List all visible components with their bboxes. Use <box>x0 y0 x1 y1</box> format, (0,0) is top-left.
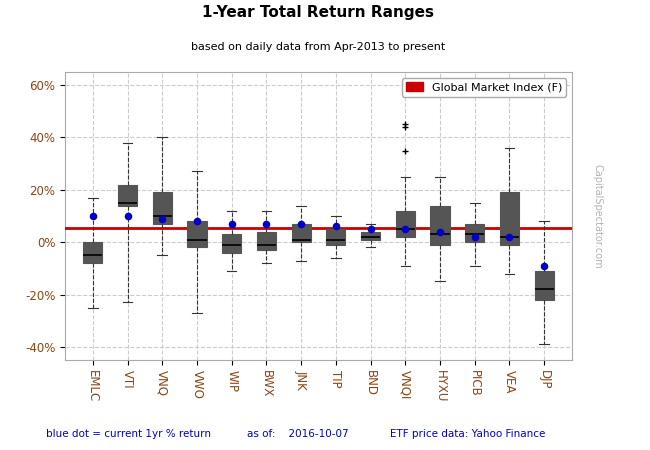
PathPatch shape <box>430 206 450 245</box>
PathPatch shape <box>326 229 345 245</box>
Text: as of:    2016-10-07: as of: 2016-10-07 <box>247 429 348 439</box>
Point <box>296 220 306 227</box>
Text: 1-Year Total Return Ranges: 1-Year Total Return Ranges <box>203 5 434 20</box>
Point <box>365 225 376 233</box>
Legend: Global Market Index (F): Global Market Index (F) <box>402 77 566 97</box>
Text: CapitalSpectator.com: CapitalSpectator.com <box>592 164 603 268</box>
Text: ETF price data: Yahoo Finance: ETF price data: Yahoo Finance <box>390 429 545 439</box>
PathPatch shape <box>153 193 172 224</box>
Point <box>504 234 515 241</box>
Point <box>435 228 445 235</box>
PathPatch shape <box>500 193 519 245</box>
PathPatch shape <box>187 221 207 248</box>
Point <box>122 212 133 220</box>
PathPatch shape <box>292 224 311 242</box>
Point <box>469 234 480 241</box>
Point <box>331 223 341 230</box>
PathPatch shape <box>118 184 137 206</box>
Point <box>261 220 272 227</box>
PathPatch shape <box>257 232 276 250</box>
Point <box>192 218 202 225</box>
Point <box>226 220 237 227</box>
Point <box>539 262 549 270</box>
Point <box>88 212 98 220</box>
PathPatch shape <box>396 211 415 237</box>
Text: based on daily data from Apr-2013 to present: based on daily data from Apr-2013 to pre… <box>191 42 446 52</box>
Point <box>157 215 168 222</box>
Text: blue dot = current 1yr % return: blue dot = current 1yr % return <box>46 429 211 439</box>
PathPatch shape <box>222 234 241 252</box>
PathPatch shape <box>465 224 484 242</box>
Point <box>400 225 411 233</box>
PathPatch shape <box>361 232 380 239</box>
PathPatch shape <box>535 271 554 300</box>
PathPatch shape <box>83 242 102 263</box>
